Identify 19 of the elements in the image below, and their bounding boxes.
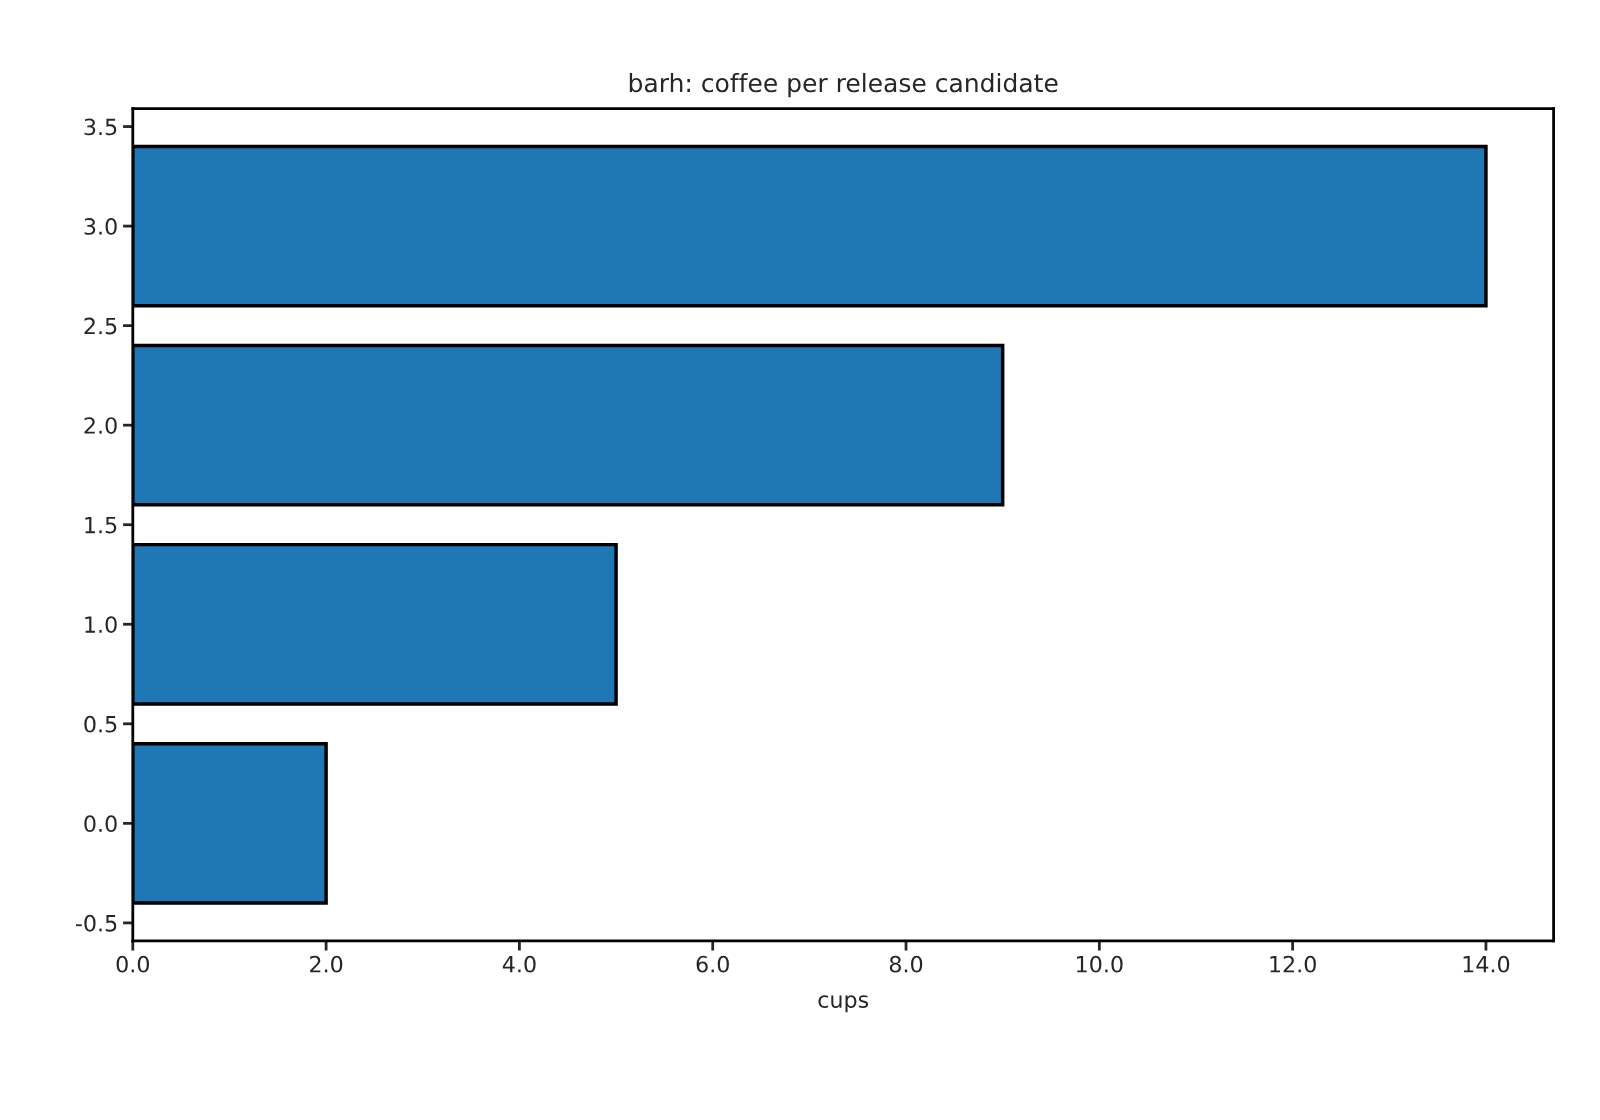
- x-tick-label: 0.0: [116, 955, 149, 973]
- y-tick-label: 1.5: [85, 516, 117, 534]
- x-tick-label: 6.0: [696, 955, 729, 973]
- y-tick-label: 3.0: [84, 218, 117, 235]
- x-tick-label: 14.0: [1463, 955, 1510, 973]
- x-tick-label: 10.0: [1077, 955, 1123, 973]
- y-tick-label: 0.5: [84, 715, 117, 733]
- y-tick-label: -0.5: [75, 914, 117, 932]
- x-axis-title: cups: [818, 995, 869, 1013]
- x-tick-label: 2.0: [310, 955, 343, 973]
- y-tick-label: 2.0: [84, 417, 117, 434]
- x-tick-label: 4.0: [502, 955, 536, 973]
- y-tick-label: 0.0: [84, 815, 117, 833]
- y-tick-label: 2.5: [84, 317, 117, 335]
- chart-title: barh: coffee per release candidate: [629, 72, 1058, 98]
- x-tick-label: 8.0: [889, 955, 923, 973]
- y-tick-label: 3.5: [84, 118, 117, 136]
- x-tick-label: 12.0: [1270, 955, 1316, 973]
- y-tick-label: 1.0: [85, 616, 117, 634]
